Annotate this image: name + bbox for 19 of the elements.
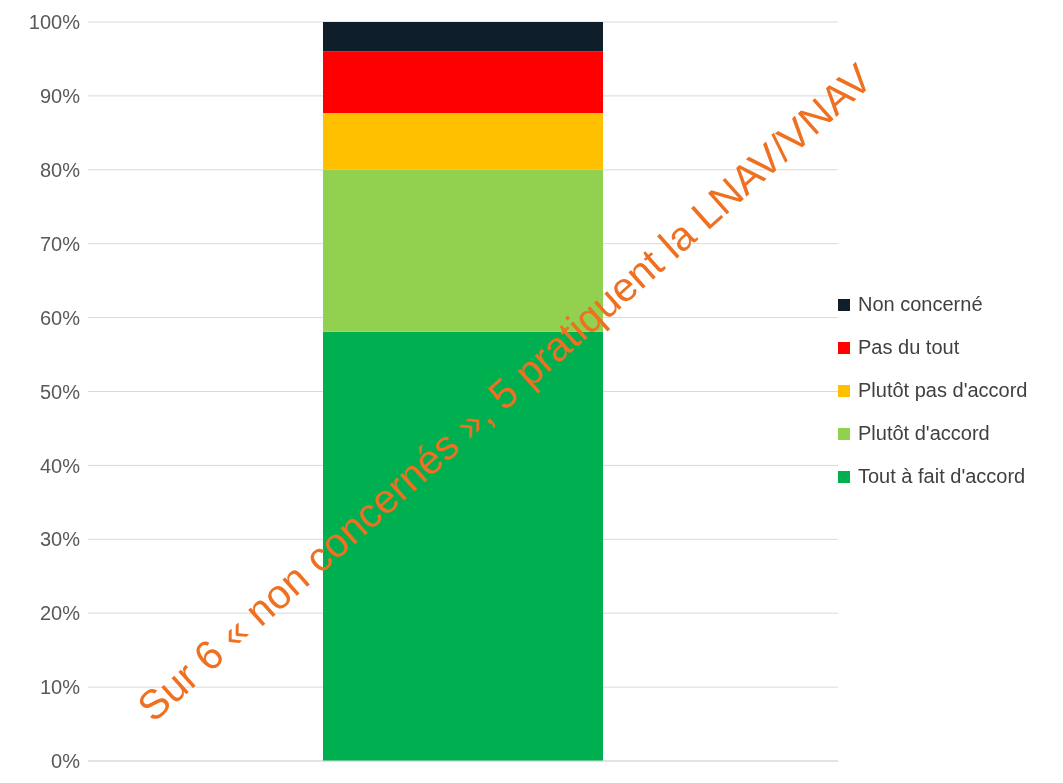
legend-label: Tout à fait d'accord: [858, 465, 1026, 488]
y-tick-label: 40%: [39, 454, 81, 477]
y-tick-label: 30%: [39, 528, 81, 551]
y-tick-label: 20%: [39, 602, 81, 625]
y-tick-label: 70%: [39, 232, 81, 255]
bar: [323, 22, 603, 52]
y-tick-label: 0%: [51, 750, 81, 773]
y-tick-label: 80%: [39, 158, 81, 181]
y-tick-label: 10%: [39, 676, 81, 699]
y-tick-label: 50%: [39, 380, 81, 403]
legend-label: Plutôt pas d'accord: [858, 379, 1028, 402]
legend-label: Plutôt d'accord: [858, 422, 990, 445]
bar: [323, 112, 603, 170]
legend-label: Non concerné: [858, 293, 983, 316]
legend-label: Pas du tout: [858, 336, 960, 359]
bar: [323, 51, 603, 113]
y-tick-label: 90%: [39, 85, 81, 107]
y-tick-label: 60%: [39, 306, 81, 329]
y-tick-label: 100%: [28, 11, 81, 34]
